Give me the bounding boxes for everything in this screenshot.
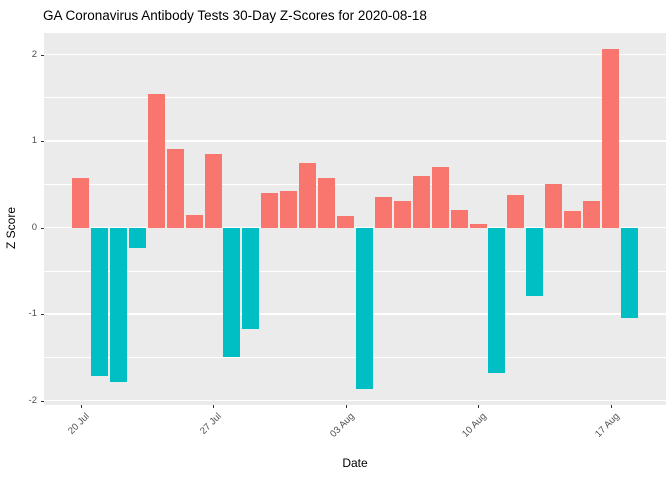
x-tick-label: 10 Aug	[460, 411, 489, 440]
y-tick-label: 2	[31, 48, 37, 60]
y-tick-mark	[41, 400, 44, 402]
x-tick-label: 27 Jul	[198, 411, 224, 437]
positive-bar	[450, 210, 468, 228]
major-gridline	[44, 399, 666, 402]
x-tick-mark	[80, 405, 82, 408]
positive-bar	[602, 49, 620, 228]
positive-bar	[299, 162, 317, 228]
positive-bar	[564, 211, 582, 228]
x-tick-mark	[610, 405, 612, 408]
y-tick-label: 1	[31, 135, 37, 147]
positive-bar	[374, 197, 392, 228]
positive-bar	[72, 178, 89, 228]
positive-bar	[147, 93, 165, 228]
negative-bar	[223, 227, 241, 358]
negative-bar	[109, 227, 127, 383]
plot-panel	[44, 33, 666, 405]
positive-bar	[431, 167, 449, 228]
positive-bar	[166, 148, 184, 228]
positive-bar	[318, 178, 336, 228]
y-tick-mark	[41, 54, 44, 56]
positive-bar	[545, 184, 563, 228]
x-tick-mark	[478, 405, 480, 408]
negative-bar	[488, 227, 506, 373]
minor-gridline	[44, 270, 666, 272]
positive-bar	[583, 200, 601, 228]
x-tick-mark	[213, 405, 215, 408]
y-tick-label: 0	[31, 221, 37, 233]
negative-bar	[90, 227, 108, 377]
major-gridline	[44, 313, 666, 315]
major-gridline	[44, 226, 666, 229]
y-tick-mark	[41, 227, 44, 229]
negative-bar	[526, 227, 544, 296]
minor-gridline	[44, 357, 666, 358]
negative-bar	[128, 227, 146, 249]
x-tick-label: 20 Jul	[65, 411, 92, 437]
chart-title: GA Coronavirus Antibody Tests 30-Day Z-S…	[43, 8, 427, 23]
minor-gridline	[44, 183, 666, 185]
positive-bar	[469, 224, 487, 228]
y-tick-label: -2	[28, 394, 37, 406]
x-tick-mark	[345, 405, 347, 408]
y-tick-mark	[41, 141, 44, 143]
major-gridline	[44, 140, 666, 142]
y-tick-label: -1	[28, 308, 37, 320]
x-tick-label: 03 Aug	[327, 411, 357, 440]
positive-bar	[261, 193, 279, 228]
minor-gridline	[44, 97, 666, 99]
negative-bar	[355, 227, 373, 390]
positive-bar	[280, 191, 298, 228]
positive-bar	[204, 154, 222, 228]
positive-bar	[393, 200, 411, 228]
x-axis-title: Date	[342, 456, 368, 470]
y-tick-mark	[41, 314, 44, 316]
positive-bar	[412, 175, 430, 228]
negative-bar	[621, 227, 638, 319]
positive-bar	[337, 216, 355, 228]
positive-bar	[185, 214, 203, 228]
major-gridline	[44, 53, 666, 56]
x-tick-label: 17 Aug	[592, 411, 622, 440]
negative-bar	[242, 227, 260, 329]
positive-bar	[507, 194, 525, 228]
